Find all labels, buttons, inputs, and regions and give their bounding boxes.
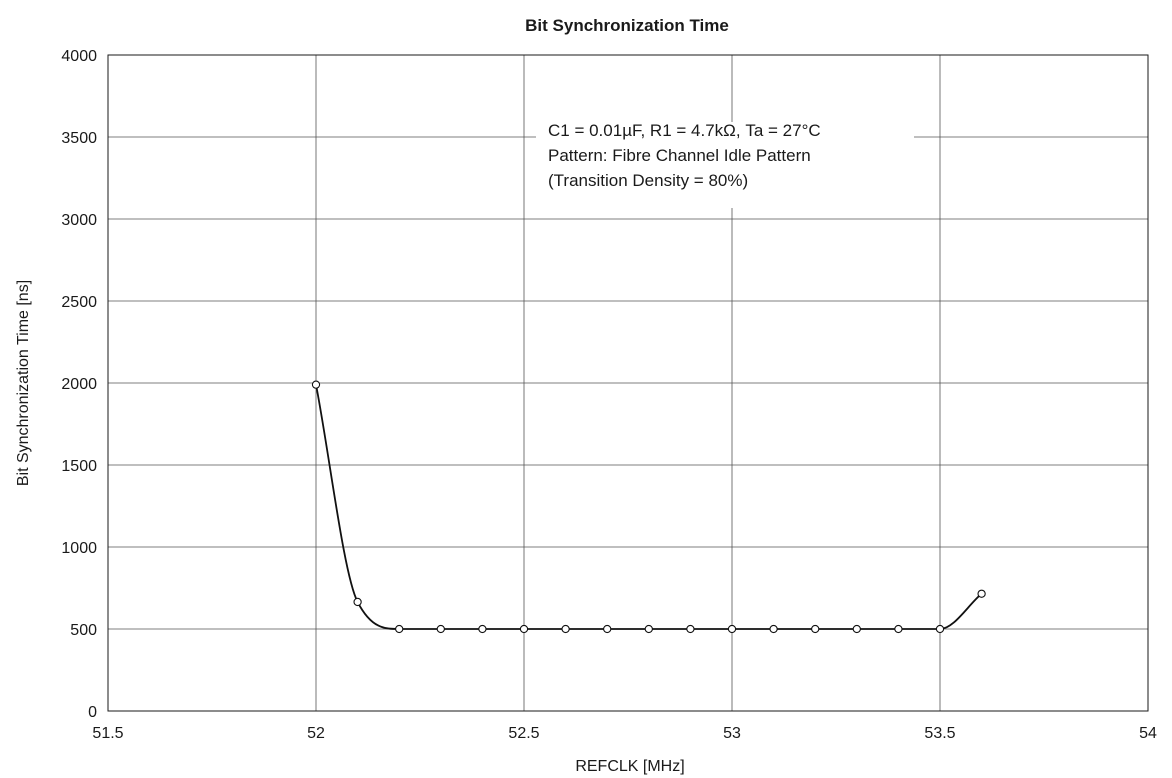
y-tick-label: 3000 [61, 212, 97, 229]
chart-title: Bit Synchronization Time [525, 16, 729, 35]
data-point [686, 624, 695, 634]
y-tick-label: 3500 [61, 130, 97, 147]
data-point [935, 624, 945, 634]
data-point [395, 624, 404, 634]
data-point [727, 624, 737, 634]
series-line [315, 384, 983, 630]
data-point [436, 624, 445, 634]
data-point [769, 624, 778, 634]
x-tick-label: 53.5 [924, 725, 955, 742]
y-tick-label: 2000 [61, 376, 97, 393]
data-point [478, 624, 487, 634]
annotation-box [536, 122, 914, 208]
y-tick-label: 0 [88, 704, 97, 721]
data-point [811, 624, 820, 634]
y-tick-label: 2500 [61, 294, 97, 311]
x-tick-label: 53 [723, 725, 741, 742]
data-series [311, 380, 986, 634]
data-point [852, 624, 861, 634]
data-point [603, 624, 612, 634]
x-axis-label: REFCLK [MHz] [575, 758, 684, 775]
data-point [311, 380, 321, 389]
x-tick-label: 54 [1139, 725, 1157, 742]
x-tick-label: 52.5 [508, 725, 539, 742]
plot-area-frame [107, 54, 1149, 712]
data-point [644, 624, 653, 634]
data-point [977, 589, 986, 598]
x-tick-label: 52 [307, 725, 325, 742]
annotation-line: (Transition Density = 80%) [548, 171, 748, 190]
annotation: C1 = 0.01µF, R1 = 4.7kΩ, Ta = 27°C Patter… [548, 121, 821, 190]
annotation-line: C1 = 0.01µF, R1 = 4.7kΩ, Ta = 27°C [548, 121, 821, 140]
annotation-line: Pattern: Fibre Channel Idle Pattern [548, 146, 811, 165]
axis-ticks: 51.5 52 52.5 53 53.5 54 0 500 1000 1500 2000 2500 30… [61, 48, 1157, 742]
y-tick-label: 4000 [61, 48, 97, 65]
y-tick-label: 500 [70, 622, 97, 639]
x-tick-label: 51.5 [92, 725, 123, 742]
data-point [353, 597, 362, 607]
data-point [894, 624, 903, 634]
y-axis-label: Bit Synchronization Time [ns] [15, 280, 32, 486]
data-point [561, 624, 570, 634]
y-tick-label: 1000 [61, 540, 97, 557]
data-point [519, 624, 529, 634]
y-tick-label: 1500 [61, 458, 97, 475]
